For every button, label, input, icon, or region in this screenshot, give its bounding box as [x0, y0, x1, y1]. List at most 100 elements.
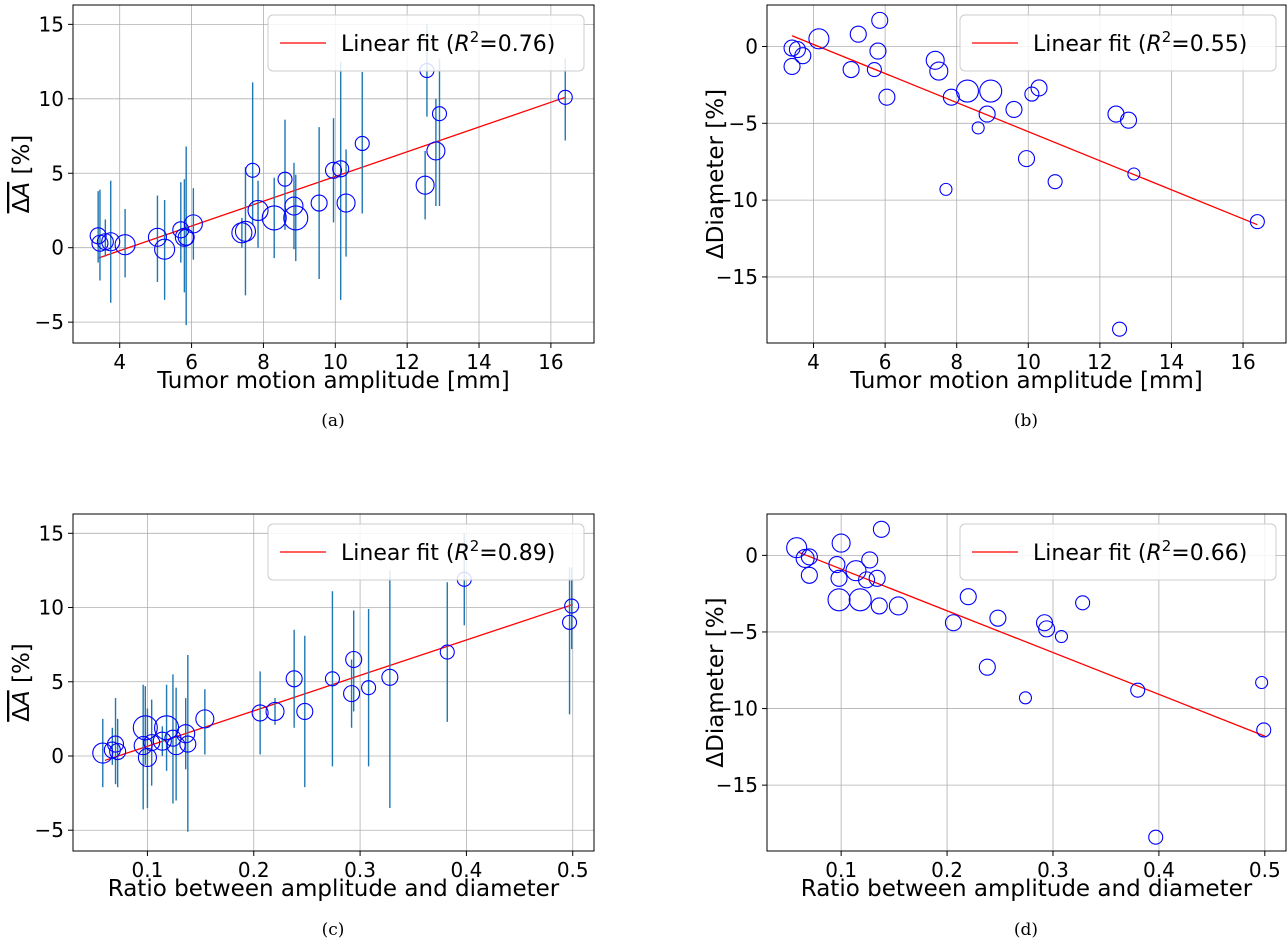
data-point: [109, 742, 127, 761]
data-point: [1038, 620, 1056, 638]
y-tick-label: 0: [51, 236, 64, 260]
data-point: [870, 597, 888, 615]
legend-box: [267, 523, 585, 581]
data-point: [234, 220, 257, 242]
x-axis-label: Ratio between amplitude and diameter: [801, 876, 1253, 902]
data-point: [1112, 321, 1128, 337]
y-tick-label: −5: [729, 111, 758, 135]
y-tick-label: −10: [716, 188, 758, 212]
data-point: [1127, 167, 1141, 181]
y-axis-label: ΔDiameter [%]: [703, 89, 729, 259]
panel-caption: (b): [1014, 411, 1038, 431]
y-axis-label: ΔA [%]: [9, 643, 35, 722]
data-point: [296, 702, 314, 720]
data-point: [1075, 595, 1091, 611]
data-point: [361, 680, 377, 696]
data-point: [871, 11, 889, 29]
x-tick-label: 12: [394, 350, 419, 374]
linear-fit-line: [798, 551, 1266, 737]
data-point: [942, 88, 960, 106]
data-point: [137, 747, 157, 768]
data-point: [431, 106, 448, 122]
axes-frame: [72, 4, 595, 344]
x-tick-label: 8: [950, 350, 963, 374]
data-point: [265, 701, 285, 721]
data-point: [1255, 675, 1269, 690]
data-point: [174, 227, 194, 247]
y-tick-label: 0: [51, 744, 64, 768]
data-point: [848, 588, 872, 612]
x-tick-label: 6: [879, 350, 892, 374]
chart-panel-b: 4 6 8 10 12 14 16 −15 −10 −5 0 Linear fit (R2=0.55)…: [703, 4, 1287, 431]
x-tick-label: 0.3: [1037, 858, 1069, 882]
data-point: [869, 42, 887, 60]
data-point: [426, 141, 446, 161]
data-point: [245, 162, 261, 178]
data-point: [849, 25, 867, 43]
x-tick-label: 0.5: [1249, 858, 1281, 882]
y-tick-label: −15: [716, 773, 758, 797]
data-point: [868, 569, 886, 587]
data-point: [783, 39, 801, 57]
data-point: [324, 161, 343, 179]
x-tick-label: 0.4: [451, 858, 483, 882]
y-tick-label: −5: [35, 310, 64, 334]
data-point: [179, 735, 197, 753]
x-tick-label: 10: [323, 350, 348, 374]
x-tick-label: 4: [807, 350, 820, 374]
data-point: [788, 41, 806, 59]
legend-box: [959, 523, 1277, 581]
data-point: [1018, 691, 1032, 705]
x-tick-label: 14: [1159, 350, 1184, 374]
data-point: [1005, 100, 1023, 119]
data-point: [783, 57, 801, 76]
data-point: [808, 28, 830, 50]
chart-panel-c: 0.1 0.2 0.3 0.4 0.5 −5 0 5 10 15 Linear fit (R2=0.…: [9, 513, 595, 940]
data-point: [929, 61, 949, 81]
data-point: [828, 555, 846, 574]
data-point: [247, 199, 269, 222]
y-tick-label: 0: [745, 543, 758, 567]
data-point: [132, 715, 158, 741]
y-tick-label: −5: [35, 818, 64, 842]
data-point: [861, 551, 879, 569]
y-axis-label: ΔA [%]: [9, 135, 35, 214]
x-tick-label: 0.3: [344, 858, 376, 882]
legend: Linear fit (R2=0.55): [959, 14, 1277, 72]
x-tick-label: 16: [1230, 350, 1255, 374]
axes-frame: [766, 4, 1287, 344]
y-tick-label: 10: [39, 596, 64, 620]
data-point: [888, 596, 908, 616]
data-point: [878, 88, 896, 106]
data-point: [1017, 150, 1036, 168]
data-point: [324, 671, 340, 687]
legend: Linear fit (R2=0.76): [267, 14, 585, 72]
data-point: [152, 731, 172, 751]
data-point: [114, 234, 136, 256]
data-point: [231, 222, 253, 244]
data-point: [336, 193, 356, 213]
legend-label: Linear fit (R2=0.89): [341, 537, 555, 566]
chart-panel-d: 0.1 0.2 0.3 0.4 0.5 −15 −10 −5 0 Linear fit (R2=0…: [703, 513, 1287, 940]
data-point: [415, 175, 435, 195]
data-point: [830, 569, 848, 587]
x-tick-label: 8: [257, 350, 270, 374]
data-point: [1256, 722, 1272, 738]
data-point: [251, 704, 269, 722]
data-point: [154, 238, 176, 260]
x-axis-label: Tumor motion amplitude [mm]: [156, 368, 510, 394]
data-point: [564, 598, 580, 614]
data-point: [166, 736, 186, 756]
data-point: [1030, 79, 1048, 97]
y-tick-label: 0: [745, 34, 758, 58]
data-point: [989, 609, 1007, 627]
data-point: [842, 60, 860, 79]
data-point: [96, 233, 114, 251]
data-point: [92, 742, 114, 764]
x-tick-label: 0.2: [931, 858, 963, 882]
y-tick-label: 15: [39, 12, 64, 36]
data-point: [343, 685, 361, 703]
y-axis-label: ΔDiameter [%]: [703, 597, 729, 767]
data-point: [827, 588, 851, 612]
data-point: [944, 614, 962, 632]
